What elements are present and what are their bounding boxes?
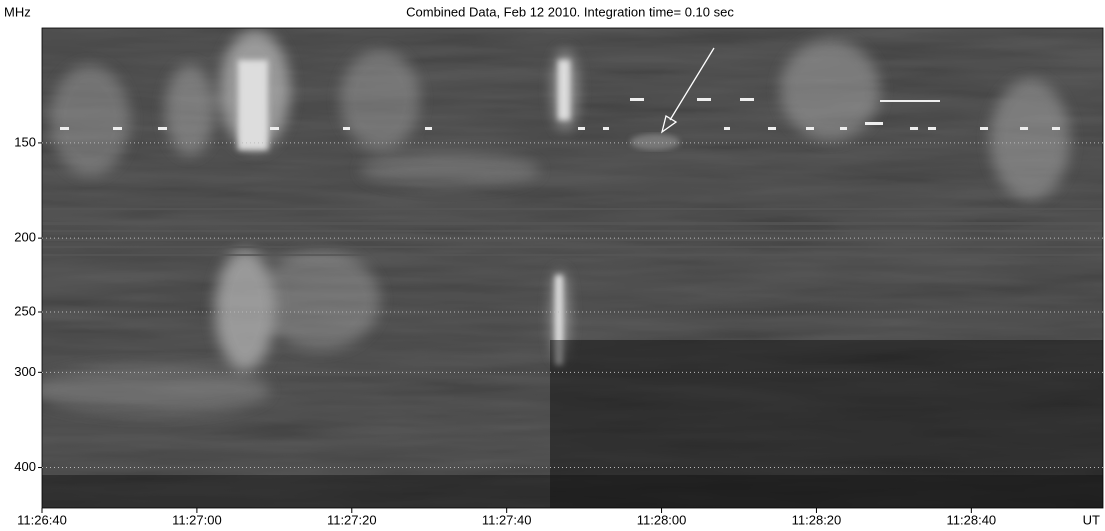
x-tick-label: 11:26:40: [17, 512, 67, 527]
y-axis-label: MHz: [4, 4, 31, 19]
y-tick-label: 250: [14, 303, 36, 318]
spectrogram-image: [42, 28, 1103, 508]
chart-title: Combined Data, Feb 12 2010. Integration …: [406, 4, 734, 19]
x-tick-label: 11:28:20: [792, 512, 842, 527]
y-tick-label: 200: [14, 230, 36, 245]
y-tick-label: 400: [14, 459, 36, 474]
x-tick-label: 11:28:00: [637, 512, 687, 527]
x-axis-label: UT: [1083, 512, 1100, 527]
x-tick-label: 11:27:40: [482, 512, 532, 527]
arrow: [660, 47, 715, 134]
plot-frame: [41, 27, 1104, 509]
x-tick-label: 11:27:00: [172, 512, 222, 527]
x-tick-label: 11:27:20: [327, 512, 377, 527]
y-tick-label: 300: [14, 364, 36, 379]
y-tick-label: 150: [14, 134, 36, 149]
x-tick-label: 11:28:40: [947, 512, 997, 527]
